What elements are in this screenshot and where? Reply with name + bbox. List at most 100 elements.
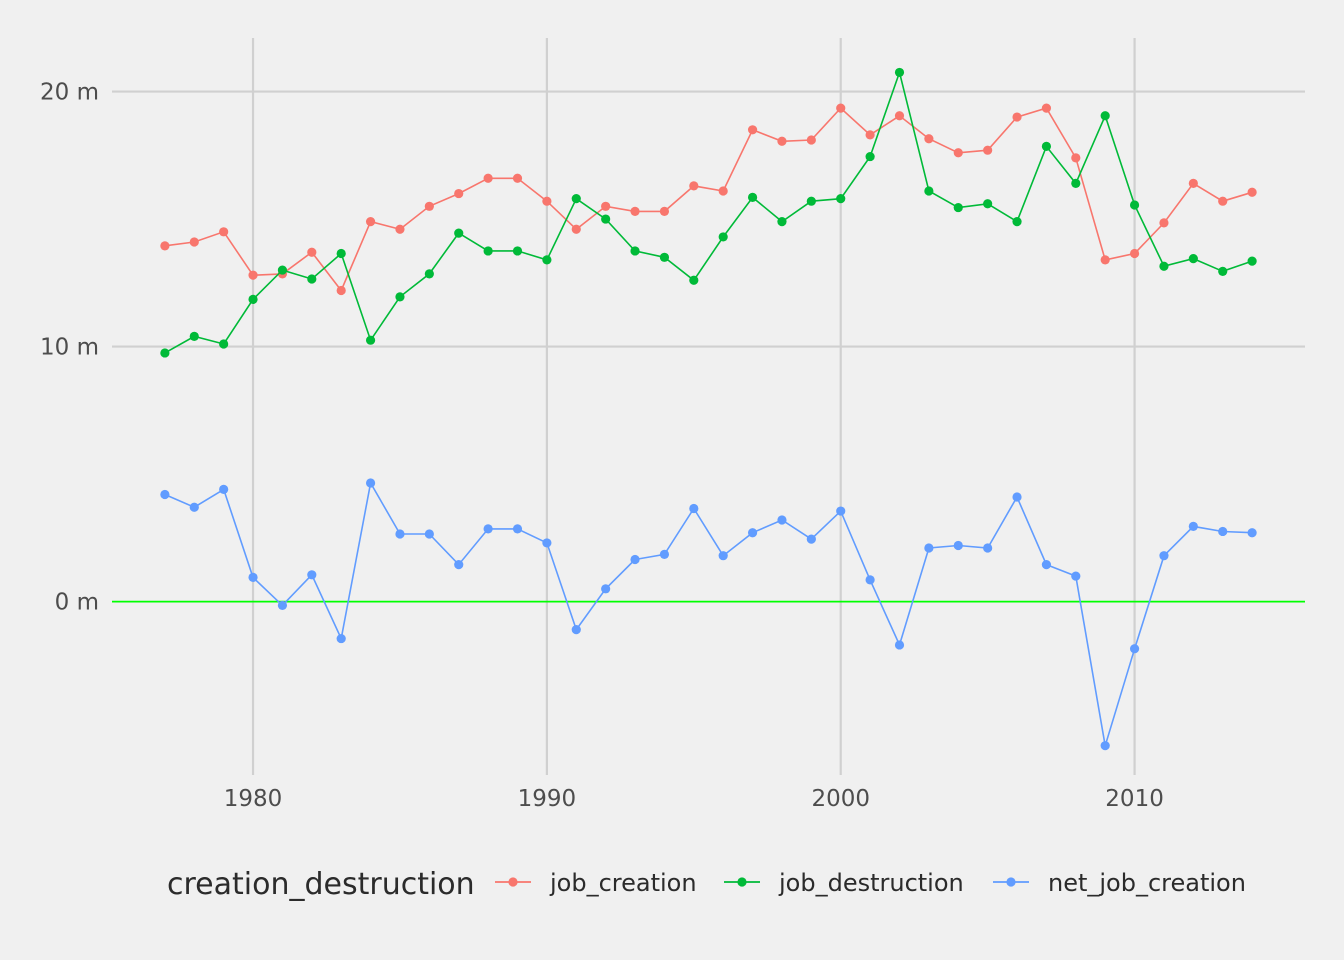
data-point-job_creation [512,173,523,183]
data-point-job_destruction [630,246,640,256]
data-point-job_destruction [336,248,346,259]
data-point-job_destruction [1159,261,1169,271]
data-point-job_destruction [483,246,493,256]
data-point-net_job_creation [336,633,346,644]
data-point-job_creation [395,224,405,234]
data-point-net_job_creation [894,640,905,650]
data-point-job_creation [983,145,993,155]
data-point-net_job_creation [395,529,405,539]
data-point-job_creation [1129,248,1140,259]
data-point-job_creation [1218,196,1228,206]
legend-label-job_destruction: job_destruction [778,869,964,897]
data-point-job_creation [424,201,434,211]
data-point-net_job_creation [1159,551,1169,561]
data-point-net_job_creation [865,575,875,585]
data-point-job_creation [483,173,493,183]
data-point-net_job_creation [689,503,699,514]
data-point-net_job_creation [983,543,993,553]
data-point-net_job_creation [1100,741,1110,751]
data-point-net_job_creation [307,570,317,580]
data-point-job_creation [747,125,758,135]
data-point-job_creation [777,136,787,146]
data-point-net_job_creation [953,540,963,551]
data-point-job_creation [630,206,640,217]
data-point-net_job_creation [601,584,611,594]
data-point-job_creation [659,206,670,217]
data-point-job_creation [336,285,346,296]
data-point-job_destruction [277,265,288,275]
data-point-job_creation [865,130,875,140]
data-point-job_destruction [747,192,758,202]
data-point-job_creation [1188,178,1198,188]
data-point-job_creation [307,247,317,257]
data-point-job_destruction [659,252,670,262]
data-point-net_job_creation [718,551,728,561]
data-point-net_job_creation [542,538,552,548]
data-point-net_job_creation [1247,528,1257,538]
data-point-job_creation [1041,103,1052,113]
x-tick-label: 1980 [224,786,283,812]
data-point-job_destruction [454,228,464,238]
data-point-job_creation [454,188,464,199]
data-point-job_destruction [689,275,699,285]
data-point-job_destruction [1129,200,1140,210]
data-point-job_destruction [189,331,199,341]
data-point-job_creation [894,111,905,121]
y-tick-label: 20 m [40,80,99,106]
data-point-job_destruction [542,255,552,265]
data-point-job_creation [542,196,552,206]
data-point-net_job_creation [659,549,670,560]
data-point-net_job_creation [1129,644,1140,654]
data-point-job_creation [189,237,199,247]
x-tick-label: 2010 [1105,786,1164,812]
legend-key-point [508,877,518,887]
legend-title: creation_destruction [167,867,475,902]
legend-label-job_creation: job_creation [549,869,697,897]
data-point-net_job_creation [777,515,787,525]
series-line-net_job_creation [164,480,1253,746]
data-point-job_destruction [395,292,405,302]
series-line-job_creation [164,106,1253,293]
data-point-job_destruction [1247,256,1257,266]
data-point-job_destruction [894,67,905,78]
data-point-net_job_creation [1218,526,1228,537]
data-point-job_creation [806,135,816,145]
data-point-net_job_creation [219,484,229,494]
data-point-net_job_creation [1041,560,1052,570]
data-point-net_job_creation [189,502,199,512]
data-point-job_destruction [806,196,816,206]
data-point-job_destruction [512,246,523,256]
data-point-job_destruction [571,194,581,204]
data-point-net_job_creation [571,625,581,635]
data-point-job_creation [248,270,258,280]
x-tick-label: 1990 [518,786,577,812]
series-line-job_destruction [164,69,1253,354]
data-point-net_job_creation [747,528,758,538]
data-point-job_destruction [1041,141,1052,151]
data-point-net_job_creation [806,534,816,544]
data-point-job_creation [571,224,581,234]
grid-lines [112,38,1305,775]
data-point-net_job_creation [160,489,170,500]
data-point-job_destruction [307,274,317,284]
data-point-job_destruction [365,335,376,345]
legend-label-net_job_creation: net_job_creation [1048,869,1246,897]
data-point-job_creation [836,103,846,113]
data-point-job_creation [1100,255,1110,265]
data-point-job_destruction [865,151,875,162]
data-point-job_destruction [953,202,963,213]
data-point-job_destruction [836,194,846,204]
data-point-net_job_creation [1071,571,1081,581]
data-point-net_job_creation [424,529,434,539]
data-point-job_destruction [1012,217,1022,227]
data-point-job_creation [1247,187,1257,197]
data-point-net_job_creation [1188,521,1198,531]
axis-labels: 1980 1990 2000 2010 0 m 10 m 20 m [40,80,1164,812]
data-point-net_job_creation [365,478,376,488]
data-point-job_creation [1071,153,1081,163]
data-point-job_destruction [718,232,728,242]
data-point-job_destruction [601,214,611,224]
data-point-job_destruction [160,348,170,358]
